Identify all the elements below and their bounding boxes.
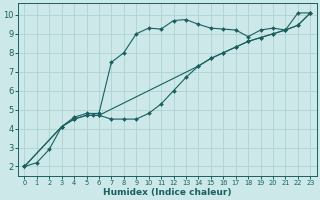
X-axis label: Humidex (Indice chaleur): Humidex (Indice chaleur) xyxy=(103,188,232,197)
